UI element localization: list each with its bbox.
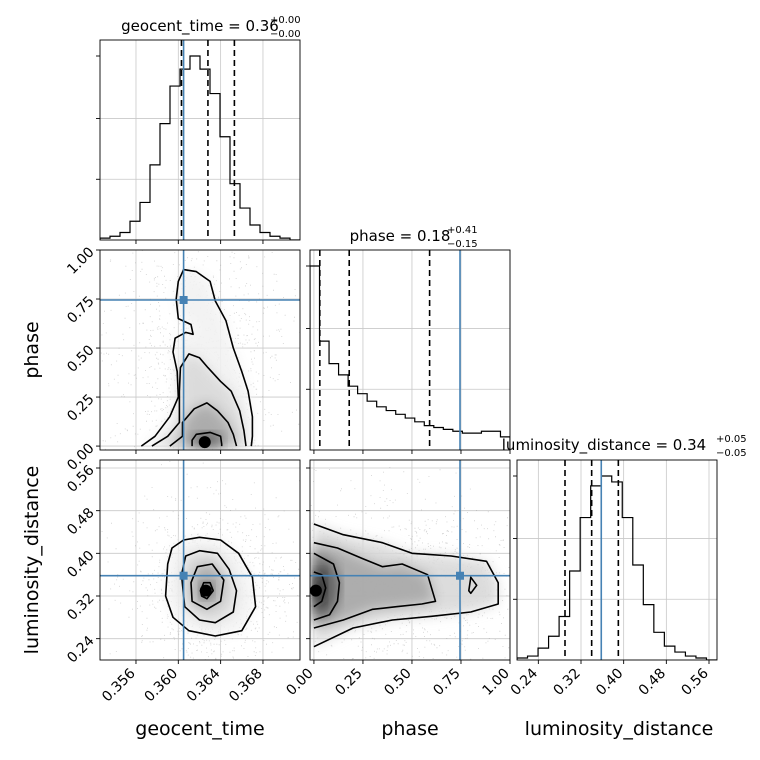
contour-line: [313, 541, 437, 629]
contour-line: [164, 536, 257, 637]
density-ytick-label: 0.50: [64, 342, 97, 375]
density-fill: [313, 553, 340, 620]
density-xtick-label: 0.368: [226, 666, 266, 706]
title-luminosity-distance: luminosity_distance = 0.34: [502, 436, 706, 455]
density-xtick-label: 1.00: [479, 666, 512, 699]
truth-marker: [456, 571, 464, 580]
histogram-step-line: [310, 265, 510, 450]
title-luminosity-distance-plus: +0.05: [716, 434, 747, 445]
hist-xtick-label: 0.40: [593, 666, 626, 699]
histogram-step-line: [517, 475, 717, 660]
xlabel-geocent-time: geocent_time: [135, 718, 264, 740]
title-geocent-time-plus: +0.00: [270, 15, 301, 26]
contour-line: [180, 549, 238, 624]
histogram-panel-luminosity-distance: 0.24 0.32 0.40 0.48 0.56: [508, 459, 718, 699]
hist-frame: [516, 459, 718, 661]
hist-xtick-label: 0.24: [508, 665, 541, 698]
density-ytick-label: 1.00: [64, 244, 97, 277]
density-xtick-label: 0.360: [141, 666, 181, 706]
density-frame: [99, 249, 301, 451]
contour-line: [313, 523, 499, 648]
truth-marker: [179, 571, 188, 580]
density-content: [310, 460, 510, 660]
density-content: [100, 460, 300, 660]
xlabel-phase: phase: [381, 718, 438, 740]
density-ytick-label: 0.48: [64, 505, 97, 538]
contour-line: [169, 402, 238, 447]
density-ytick-label: 0.24: [64, 633, 97, 666]
hist-frame: [99, 39, 301, 241]
title-geocent-time: geocent_time = 0.36: [121, 17, 279, 36]
title-luminosity-distance-minus: −0.05: [716, 448, 747, 459]
contour-line: [191, 431, 223, 447]
density-xtick-label: 0.364: [184, 665, 224, 705]
density-xtick-label: 0.356: [99, 665, 139, 705]
density-frame: [309, 459, 511, 661]
contour-line: [151, 353, 247, 447]
ylabel-phase: phase: [21, 321, 43, 378]
truth-marker: [179, 296, 188, 304]
title-phase: phase = 0.18: [350, 227, 451, 245]
title-geocent-time-minus: −0.00: [270, 29, 301, 40]
density-peak: [198, 436, 211, 449]
ylabel-luminosity-distance: luminosity_distance: [21, 466, 43, 655]
hist-xtick-label: 0.48: [636, 666, 669, 699]
hist-xtick-label: 0.56: [678, 665, 711, 698]
density-frame: [99, 459, 301, 661]
density-ytick-label: 0.40: [64, 548, 97, 581]
contour-line: [468, 576, 478, 595]
density-xtick-label: 0.75: [430, 666, 463, 699]
density-xtick-label: 0.00: [283, 666, 316, 699]
density-content: [100, 250, 300, 450]
title-phase-minus: −0.15: [447, 239, 478, 250]
contour-line: [313, 571, 327, 608]
density-xtick-label: 0.25: [332, 666, 365, 699]
contour-line: [140, 268, 254, 447]
histogram-step-line: [100, 55, 300, 240]
xlabel-luminosity-distance: luminosity_distance: [525, 718, 714, 740]
density-ytick-label: 0.32: [64, 590, 97, 623]
density-ytick-label: 0.25: [64, 391, 97, 424]
hist-frame: [309, 249, 511, 451]
density-peak: [310, 584, 322, 597]
title-phase-plus: +0.41: [447, 225, 478, 236]
hist-xtick-label: 0.32: [550, 666, 583, 699]
contour-line: [190, 563, 225, 611]
histogram-panel-geocent-time: [96, 39, 301, 244]
density-ytick-label: 0.75: [64, 293, 97, 326]
contour-line: [313, 552, 341, 621]
density-fill: [313, 542, 436, 628]
density-peak: [199, 584, 212, 597]
contour-line: [199, 581, 214, 600]
density-xtick-label: 0.50: [381, 666, 414, 699]
histogram-panel-phase: [306, 249, 511, 454]
